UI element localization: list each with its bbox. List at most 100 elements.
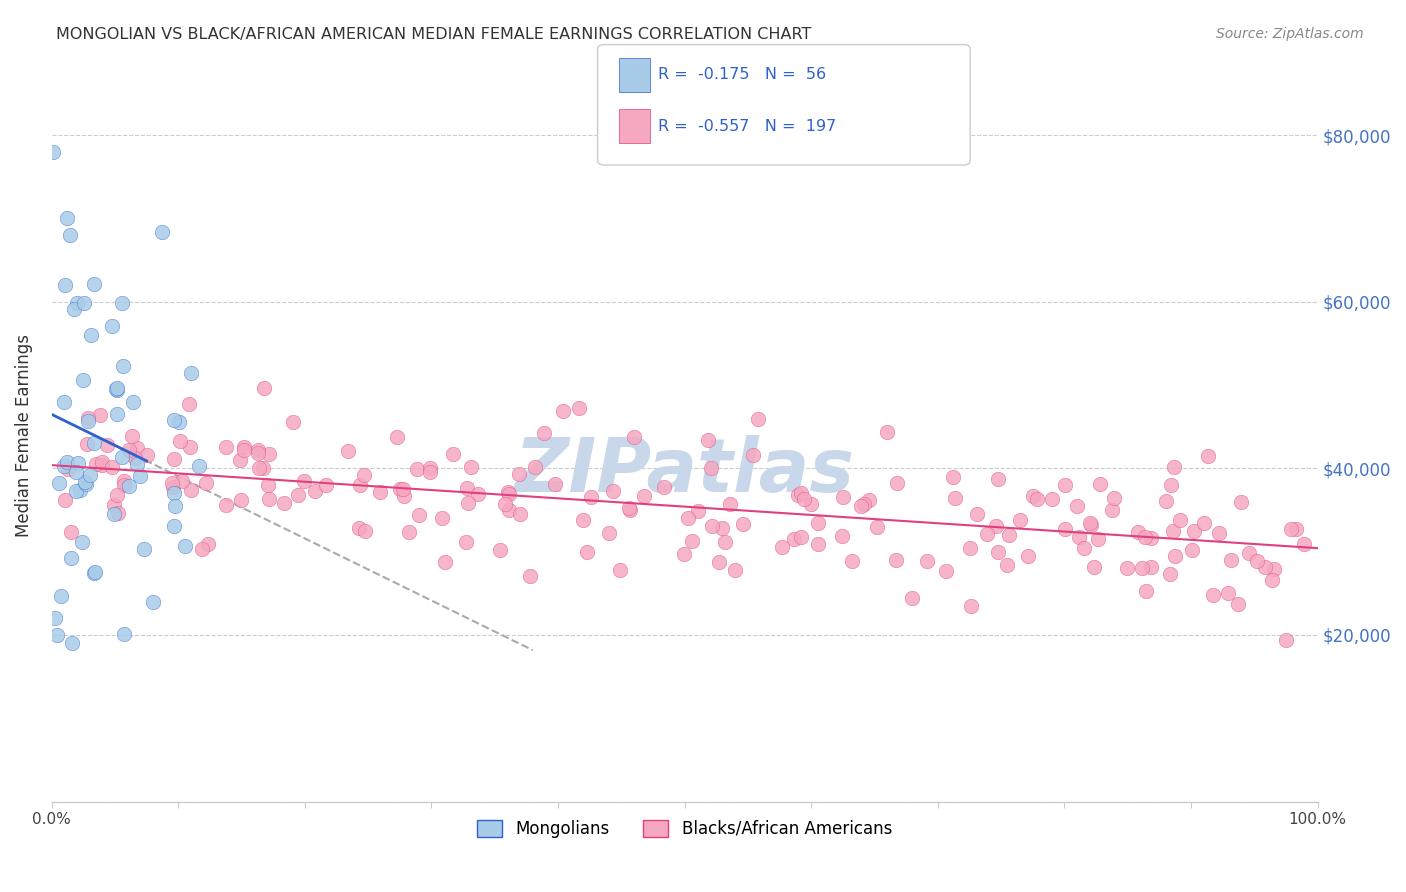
Point [259,491,281,506]
Point [1040,491,1063,506]
Point [498,486,520,500]
Point [257,478,280,492]
Point [1102,491,1125,505]
Point [1219,552,1241,566]
Point [1054,522,1077,536]
Point [998,528,1021,542]
Point [1254,559,1277,574]
Point [841,554,863,568]
Point [69,483,91,498]
Point [441,447,464,461]
Point [976,527,998,541]
Point [163,499,186,513]
Point [1275,632,1298,647]
Point [1163,460,1185,475]
Point [1202,588,1225,602]
Point [315,478,337,492]
Point [831,529,853,543]
Point [509,508,531,522]
Point [1008,513,1031,527]
Point [55,455,77,469]
Point [579,490,602,504]
Point [800,497,823,511]
Point [519,568,541,582]
Point [1130,560,1153,574]
Point [111,450,134,464]
Point [609,563,631,577]
Point [1078,516,1101,530]
Point [467,487,489,501]
Point [1026,491,1049,506]
Point [132,542,155,557]
Point [1022,489,1045,503]
Point [858,493,880,508]
Point [959,541,981,556]
Point [105,488,128,502]
Point [849,499,872,513]
Point [233,440,256,454]
Point [901,591,924,605]
Point [105,381,128,395]
Point [1161,524,1184,538]
Point [807,537,830,551]
Point [233,442,256,457]
Point [986,545,1008,559]
Point [53,458,76,473]
Point [494,497,516,511]
Point [79,468,101,483]
Point [80,327,103,342]
Point [281,415,304,429]
Point [150,225,173,239]
Point [70,535,93,549]
Point [46,628,69,642]
Point [215,440,238,454]
Point [633,490,655,504]
Point [53,493,76,508]
Point [508,467,530,481]
Point [652,480,675,494]
Point [162,452,184,467]
Point [247,461,270,475]
Point [793,492,815,507]
Point [1182,524,1205,538]
Point [1133,530,1156,544]
Point [544,476,567,491]
Point [44,611,66,625]
Text: Source: ZipAtlas.com: Source: ZipAtlas.com [1216,27,1364,41]
Point [58,462,80,476]
Point [48,476,70,491]
Point [169,415,191,429]
Point [876,425,898,440]
Point [100,318,122,333]
Point [489,542,512,557]
Point [76,437,98,451]
Point [617,501,640,516]
Point [83,566,105,581]
Point [142,595,165,609]
Point [790,485,813,500]
Legend: Mongolians, Blacks/African Americans: Mongolians, Blacks/African Americans [471,813,898,845]
Point [60,525,83,540]
Point [1140,531,1163,545]
Point [457,496,479,510]
Point [257,447,280,461]
Point [942,470,965,484]
Point [460,460,482,475]
Point [619,503,641,517]
Point [419,465,441,479]
Point [73,475,96,489]
Point [105,407,128,421]
Point [252,461,274,475]
Point [169,434,191,448]
Point [127,441,149,455]
Point [112,477,135,491]
Point [623,429,645,443]
Point [105,383,128,397]
Point [118,443,141,458]
Point [960,599,983,613]
Point [112,626,135,640]
Point [354,524,377,539]
Point [91,455,114,469]
Point [187,458,209,473]
Point [1208,526,1230,541]
